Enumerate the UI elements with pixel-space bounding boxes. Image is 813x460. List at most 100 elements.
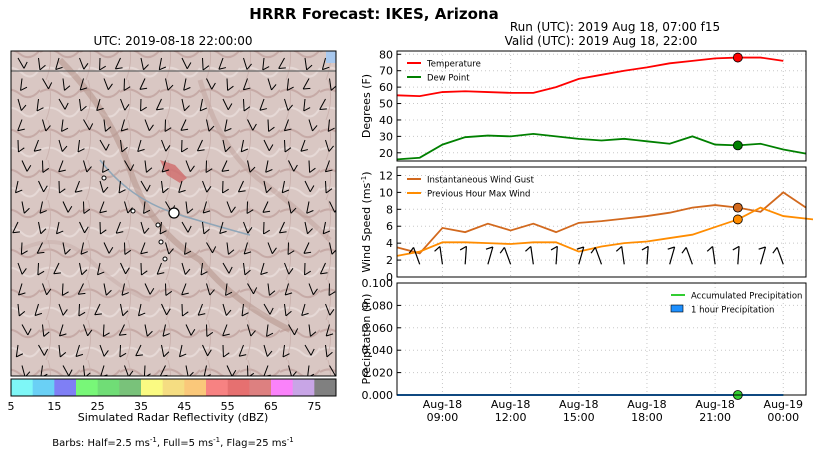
- barb-flag: [179, 353, 187, 358]
- map-wind-barb: [325, 180, 333, 194]
- map-wind-barb: [161, 303, 171, 316]
- barb-shaft: [36, 98, 39, 111]
- map-wind-barb: [225, 283, 233, 296]
- barb-shaft: [139, 78, 146, 90]
- barb-flag: [146, 184, 151, 192]
- barb-shaft: [62, 201, 69, 213]
- map-wind-barb: [243, 98, 251, 112]
- barb-shaft: [140, 242, 146, 254]
- barb-shaft: [487, 246, 494, 265]
- barb-flag: [64, 85, 71, 91]
- barb-flag: [224, 128, 232, 132]
- map-wind-barb: [263, 139, 274, 152]
- map-wind-barb: [287, 242, 295, 255]
- barb-shaft: [42, 78, 49, 90]
- barb-flag: [667, 246, 675, 250]
- map-wind-barb: [181, 303, 189, 317]
- station-wind-barb: [706, 246, 716, 265]
- barb-flag: [84, 226, 89, 234]
- barb-shaft: [301, 303, 306, 316]
- barb-flag: [143, 227, 150, 234]
- figure-title: HRRR Forecast: IKES, Arizona: [249, 5, 498, 23]
- barb-shaft: [306, 201, 310, 214]
- colorbar-swatch: [162, 379, 185, 396]
- y-axis-label: Degrees (F): [360, 74, 373, 138]
- highlight-point: [732, 52, 743, 63]
- map-wind-barb: [17, 139, 25, 153]
- barb-shaft: [55, 57, 60, 70]
- barb-shaft: [222, 139, 226, 152]
- map-wind-barb: [42, 160, 50, 173]
- barb-flag: [162, 187, 169, 194]
- map-wind-barb: [222, 98, 233, 111]
- barb-shaft: [260, 262, 265, 275]
- map-wind-barb: [83, 160, 92, 173]
- barb-shaft: [282, 344, 285, 357]
- barb-shaft: [329, 201, 336, 213]
- barb-shaft: [304, 57, 308, 70]
- barb-flag: [223, 352, 230, 358]
- barb-shaft: [185, 201, 188, 214]
- barb-shaft: [165, 242, 170, 255]
- barb-shaft: [413, 247, 421, 265]
- map-wind-barb: [102, 324, 110, 337]
- barb-shaft: [144, 160, 147, 173]
- barb-shaft: [56, 221, 60, 234]
- map-wind-barb: [164, 119, 172, 132]
- barb-flag: [62, 309, 68, 316]
- barb-flag: [189, 165, 195, 172]
- map-wind-barb: [124, 242, 132, 255]
- map-wind-barb: [288, 160, 298, 172]
- barb-flag: [287, 250, 295, 255]
- x-tick-label: Aug-18: [695, 398, 734, 411]
- barb-shaft: [288, 201, 292, 214]
- x-tick-label: 09:00: [427, 411, 459, 424]
- barb-shaft: [267, 242, 273, 254]
- barb-flag: [282, 189, 290, 194]
- x-tick-label: 18:00: [631, 411, 663, 424]
- barb-shaft: [685, 247, 693, 265]
- map-wind-barb: [243, 57, 252, 70]
- map-wind-barb: [165, 78, 174, 91]
- barb-flag: [243, 87, 251, 91]
- map-wind-barb: [75, 344, 84, 357]
- barb-shaft: [197, 303, 203, 316]
- map-wind-barb: [282, 344, 290, 358]
- map-wind-barb: [181, 57, 192, 70]
- map-wind-barb: [241, 303, 249, 317]
- station-wind-barb: [772, 247, 784, 265]
- barb-shaft: [304, 180, 311, 193]
- barb-shaft: [325, 324, 330, 337]
- station-marker: [155, 222, 161, 228]
- barb-flag: [310, 331, 317, 337]
- map-wind-barb: [83, 119, 94, 131]
- barb-shaft: [79, 57, 85, 70]
- legend-swatch: [670, 304, 684, 313]
- map-wind-barb: [267, 119, 275, 132]
- barb-shaft: [161, 303, 168, 316]
- barb-flag: [262, 210, 271, 213]
- barb-shaft: [265, 160, 269, 173]
- map-wind-barb: [205, 160, 213, 173]
- barb-flag: [238, 190, 246, 193]
- barb-flag: [46, 288, 52, 296]
- barb-shaft: [712, 246, 716, 265]
- barb-shaft: [224, 119, 228, 132]
- barb-flag: [80, 105, 87, 112]
- barb-shaft: [439, 246, 444, 265]
- barb-flag: [162, 169, 170, 173]
- barb-flag: [576, 246, 584, 250]
- barb-shaft: [121, 283, 125, 296]
- map-wind-barb: [140, 98, 147, 112]
- map-wind-barb: [304, 344, 315, 356]
- map-wind-barb: [21, 201, 30, 214]
- map-wind-barb: [259, 98, 268, 111]
- barb-flag: [202, 65, 210, 71]
- barb-shaft: [266, 324, 269, 337]
- barb-shaft: [281, 180, 285, 193]
- barb-flag: [184, 268, 191, 275]
- barb-flag: [165, 145, 171, 152]
- barb-shaft: [206, 242, 213, 254]
- map-wind-barb: [262, 57, 270, 71]
- barb-flag: [306, 210, 314, 214]
